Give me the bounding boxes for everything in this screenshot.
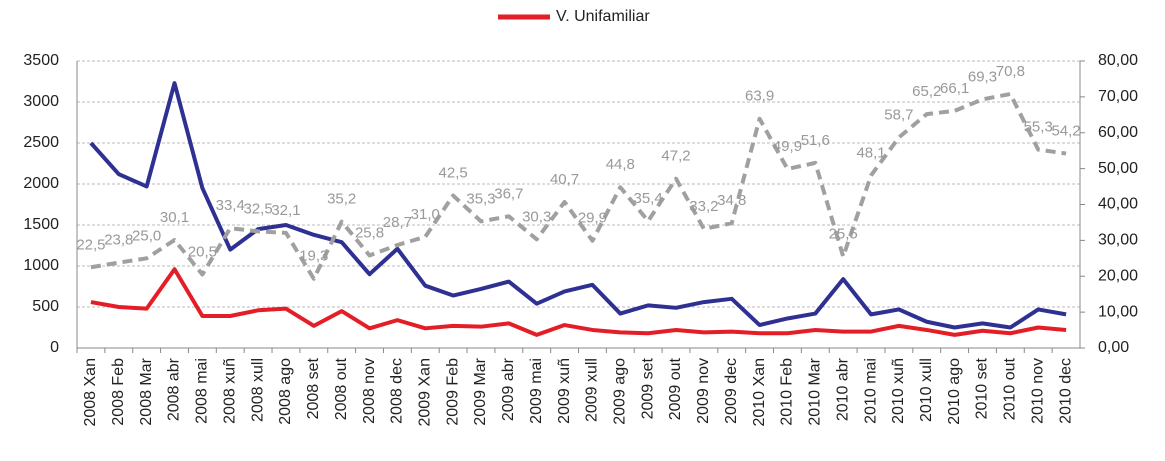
y2-tick-label: 30,00	[1098, 232, 1138, 249]
x-tick-label: 2010 Xan	[751, 358, 768, 427]
data-label: 25,0	[132, 227, 161, 244]
x-tick-label: 2009 abr	[500, 357, 517, 421]
x-tick-label: 2010 out	[1002, 357, 1019, 420]
x-tick-label: 2008 xull	[249, 358, 266, 422]
y2-tick-label: 10,00	[1098, 303, 1138, 320]
data-label: 20,5	[188, 243, 217, 260]
y-tick-label: 1500	[23, 216, 59, 233]
data-label: 35,3	[466, 190, 495, 207]
x-tick-label: 2009 Xan	[416, 358, 433, 427]
y-tick-label: 3000	[23, 93, 59, 110]
data-label: 33,2	[689, 198, 718, 215]
x-tick-label: 2009 Feb	[444, 358, 461, 426]
x-tick-label: 2008 ago	[277, 358, 294, 425]
data-label: 29,9	[578, 210, 607, 227]
x-tick-label: 2008 Feb	[110, 358, 127, 426]
x-tick-label: 2010 Mar	[807, 357, 824, 425]
x-tick-label: 2010 mai	[862, 358, 879, 424]
x-tick-label: 2008 set	[305, 357, 322, 419]
data-label: 28,7	[383, 214, 412, 231]
x-tick-label: 2008 nov	[361, 358, 378, 424]
y2-tick-label: 70,00	[1098, 88, 1138, 105]
data-label: 35,2	[327, 191, 356, 208]
x-tick-label: 2009 Mar	[472, 357, 489, 425]
y2-tick-label: 50,00	[1098, 160, 1138, 177]
data-label: 33,4	[216, 197, 245, 214]
x-tick-label: 2010 abr	[834, 357, 851, 421]
data-label: 40,7	[550, 171, 579, 188]
data-label: 31,0	[411, 206, 440, 223]
data-label: 70,8	[996, 63, 1025, 80]
data-label: 32,5	[243, 200, 272, 217]
x-tick-label: 2008 mai	[194, 358, 211, 424]
x-tick-label: 2010 nov	[1029, 358, 1046, 424]
y2-tick-label: 60,00	[1098, 124, 1138, 141]
x-tick-label: 2009 set	[639, 357, 656, 419]
data-label: 69,3	[968, 68, 997, 85]
y-tick-label: 1000	[23, 257, 59, 274]
x-tick-label: 2009 dec	[723, 358, 740, 424]
data-label: 66,1	[940, 80, 969, 97]
data-label: 23,8	[104, 232, 133, 249]
data-label: 30,1	[160, 209, 189, 226]
y-tick-label: 500	[32, 298, 59, 315]
x-tick-label: 2010 ago	[946, 358, 963, 425]
data-label: 48,1	[856, 144, 885, 161]
y2-tick-label: 0,00	[1098, 339, 1129, 356]
data-label: 22,5	[76, 236, 105, 253]
data-label: 49,9	[773, 138, 802, 155]
data-label: 58,7	[884, 106, 913, 123]
x-tick-label: 2009 mai	[528, 358, 545, 424]
series-line	[90, 267, 1067, 337]
data-label: 25,5	[829, 225, 858, 242]
data-label: 51,6	[801, 132, 830, 149]
legend-label: V. Unifamiliar	[556, 8, 650, 25]
data-label: 25,8	[355, 224, 384, 241]
x-tick-label: 2009 out	[667, 357, 684, 420]
y-tick-label: 2000	[23, 175, 59, 192]
x-tick-label: 2010 xull	[918, 358, 935, 422]
y2-tick-label: 80,00	[1098, 52, 1138, 69]
x-tick-label: 2010 set	[974, 357, 991, 419]
data-label: 44,8	[606, 156, 635, 173]
x-tick-label: 2008 Mar	[138, 357, 155, 425]
data-label: 55,3	[1024, 119, 1053, 136]
data-label: 63,9	[745, 88, 774, 105]
x-tick-label: 2008 xuñ	[221, 358, 238, 424]
data-label: 36,7	[494, 185, 523, 202]
y-tick-label: 2500	[23, 134, 59, 151]
data-label: 34,8	[717, 192, 746, 209]
x-tick-label: 2010 xuñ	[890, 358, 907, 424]
series-line	[90, 92, 1067, 281]
y2-tick-label: 20,00	[1098, 267, 1138, 284]
data-label: 32,1	[271, 202, 300, 219]
data-label: 65,2	[912, 83, 941, 100]
x-tick-label: 2010 dec	[1057, 358, 1074, 424]
y-tick-label: 3500	[23, 52, 59, 69]
x-tick-label: 2008 Xan	[82, 358, 99, 427]
x-tick-label: 2009 nov	[695, 358, 712, 424]
data-label: 35,4	[634, 190, 663, 207]
x-tick-label: 2010 Feb	[779, 358, 796, 426]
x-tick-label: 2009 ago	[612, 358, 629, 425]
data-label: 30,3	[522, 208, 551, 225]
x-tick-label: 2008 abr	[166, 357, 183, 421]
data-label: 47,2	[661, 148, 690, 165]
data-label: 54,2	[1051, 123, 1080, 140]
data-label: 19,3	[299, 248, 328, 265]
x-tick-label: 2008 out	[333, 357, 350, 420]
x-tick-label: 2009 xull	[584, 358, 601, 422]
y2-tick-label: 40,00	[1098, 196, 1138, 213]
x-tick-label: 2008 dec	[389, 358, 406, 424]
y-tick-label: 0	[50, 339, 59, 356]
x-tick-label: 2009 xuñ	[556, 358, 573, 424]
data-label: 42,5	[439, 165, 468, 182]
